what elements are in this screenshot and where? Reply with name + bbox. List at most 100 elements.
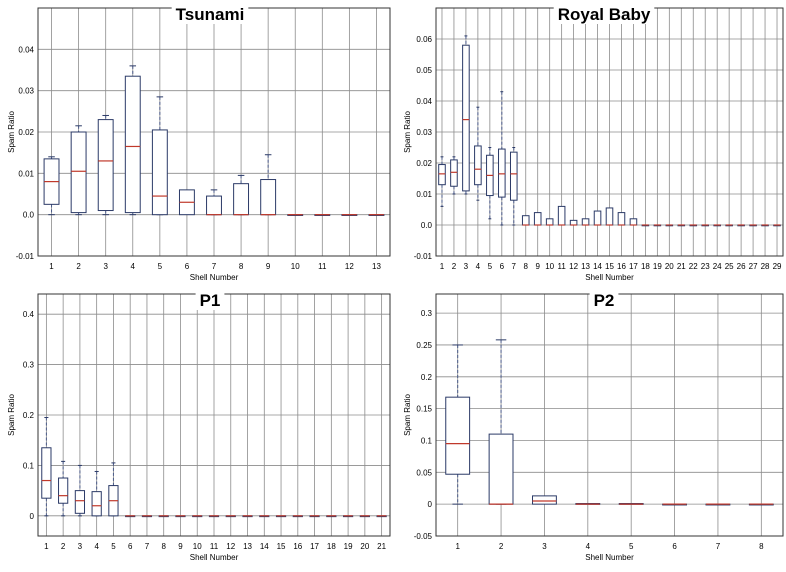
y-tick-label: 0.06 bbox=[416, 35, 432, 44]
y-tick-label: 0.4 bbox=[23, 310, 35, 319]
y-tick-label: 0.02 bbox=[416, 159, 432, 168]
y-tick-label: 0.05 bbox=[416, 66, 432, 75]
iqr-box bbox=[581, 218, 590, 226]
x-tick-label: 19 bbox=[653, 262, 662, 271]
y-tick-label: 0.03 bbox=[18, 87, 34, 96]
box-16 bbox=[292, 515, 303, 518]
x-tick-label: 18 bbox=[327, 542, 336, 551]
x-tick-label: 6 bbox=[672, 542, 677, 551]
box-14 bbox=[259, 515, 270, 518]
box-13 bbox=[368, 214, 385, 216]
box-6 bbox=[498, 91, 506, 226]
box-6 bbox=[662, 503, 687, 506]
x-axis-label: Shell Number bbox=[585, 553, 634, 562]
y-tick-label: 0.01 bbox=[18, 169, 34, 178]
x-tick-label: 2 bbox=[452, 262, 457, 271]
x-tick-label: 1 bbox=[440, 262, 445, 271]
y-tick-label: -0.01 bbox=[414, 252, 433, 261]
x-tick-label: 16 bbox=[293, 542, 302, 551]
title-background bbox=[553, 6, 655, 24]
box-18 bbox=[641, 224, 650, 227]
box-3 bbox=[532, 495, 557, 505]
box-2 bbox=[488, 339, 514, 505]
x-tick-label: 3 bbox=[542, 542, 547, 551]
x-tick-label: 3 bbox=[464, 262, 469, 271]
chart-title: P1 bbox=[200, 291, 221, 310]
x-tick-label: 5 bbox=[629, 542, 634, 551]
chart-title: Tsunami bbox=[176, 5, 245, 24]
box-11 bbox=[557, 205, 566, 226]
box-6 bbox=[125, 515, 136, 518]
iqr-box bbox=[509, 151, 518, 201]
box-5 bbox=[618, 503, 644, 505]
x-tick-label: 1 bbox=[49, 262, 54, 271]
box-17 bbox=[629, 218, 638, 226]
iqr-box bbox=[151, 129, 168, 216]
iqr-box bbox=[474, 145, 482, 186]
x-tick-label: 8 bbox=[239, 262, 244, 271]
x-tick-label: 11 bbox=[557, 262, 566, 271]
x-tick-label: 13 bbox=[372, 262, 381, 271]
x-tick-label: 25 bbox=[725, 262, 734, 271]
iqr-box bbox=[617, 212, 626, 226]
y-tick-label: 0.04 bbox=[18, 45, 34, 54]
x-tick-label: 12 bbox=[569, 262, 578, 271]
iqr-box bbox=[532, 495, 557, 505]
iqr-box bbox=[260, 179, 277, 216]
box-7 bbox=[206, 189, 222, 216]
iqr-box bbox=[521, 215, 530, 226]
x-tick-label: 4 bbox=[131, 262, 136, 271]
iqr-box bbox=[533, 212, 542, 226]
x-tick-label: 19 bbox=[344, 542, 353, 551]
x-tick-label: 15 bbox=[277, 542, 286, 551]
royal-baby-panel: -0.010.00.010.020.030.040.050.061 2 3 4 5 6 7 8… bbox=[403, 5, 784, 282]
iqr-box bbox=[58, 477, 69, 504]
y-tick-label: 0.25 bbox=[416, 341, 432, 350]
y-tick-label: 0.2 bbox=[23, 411, 35, 420]
box-4 bbox=[124, 65, 141, 216]
iqr-box bbox=[74, 490, 86, 514]
y-tick-label: 0.15 bbox=[416, 405, 432, 414]
y-tick-label: 0.0 bbox=[421, 221, 433, 230]
x-tick-label: 24 bbox=[713, 262, 722, 271]
x-tick-label: 5 bbox=[488, 262, 493, 271]
x-tick-label: 3 bbox=[103, 262, 108, 271]
x-tick-label: 2 bbox=[61, 542, 66, 551]
iqr-box bbox=[498, 148, 506, 198]
iqr-box bbox=[593, 210, 602, 226]
x-tick-label: 3 bbox=[78, 542, 83, 551]
box-12 bbox=[341, 214, 358, 216]
x-tick-label: 6 bbox=[128, 542, 133, 551]
box-24 bbox=[713, 224, 721, 227]
box-3 bbox=[462, 35, 470, 195]
iqr-box bbox=[91, 491, 102, 517]
x-tick-label: 15 bbox=[605, 262, 614, 271]
x-tick-label: 9 bbox=[266, 262, 271, 271]
box-15 bbox=[275, 515, 287, 518]
box-10 bbox=[192, 515, 203, 518]
iqr-box bbox=[450, 159, 458, 187]
box-8 bbox=[748, 503, 774, 506]
box-9 bbox=[175, 515, 186, 518]
box-12 bbox=[569, 219, 578, 226]
x-tick-label: 7 bbox=[716, 542, 721, 551]
x-tick-label: 13 bbox=[581, 262, 590, 271]
box-7 bbox=[705, 503, 731, 506]
iqr-box bbox=[206, 195, 222, 216]
x-tick-label: 17 bbox=[310, 542, 319, 551]
y-axis-label: Spam Ratio bbox=[403, 394, 412, 436]
y-tick-label: 0.1 bbox=[23, 461, 35, 470]
x-tick-label: 7 bbox=[212, 262, 217, 271]
box-15 bbox=[605, 207, 614, 226]
box-2 bbox=[70, 125, 87, 216]
x-axis-label: Shell Number bbox=[190, 273, 239, 282]
box-9 bbox=[260, 154, 277, 216]
x-tick-label: 22 bbox=[689, 262, 698, 271]
x-tick-label: 2 bbox=[499, 542, 504, 551]
x-tick-label: 8 bbox=[524, 262, 529, 271]
x-tick-label: 20 bbox=[665, 262, 674, 271]
box-3 bbox=[74, 464, 86, 517]
box-11 bbox=[314, 214, 331, 216]
y-tick-label: 0.02 bbox=[18, 128, 34, 137]
